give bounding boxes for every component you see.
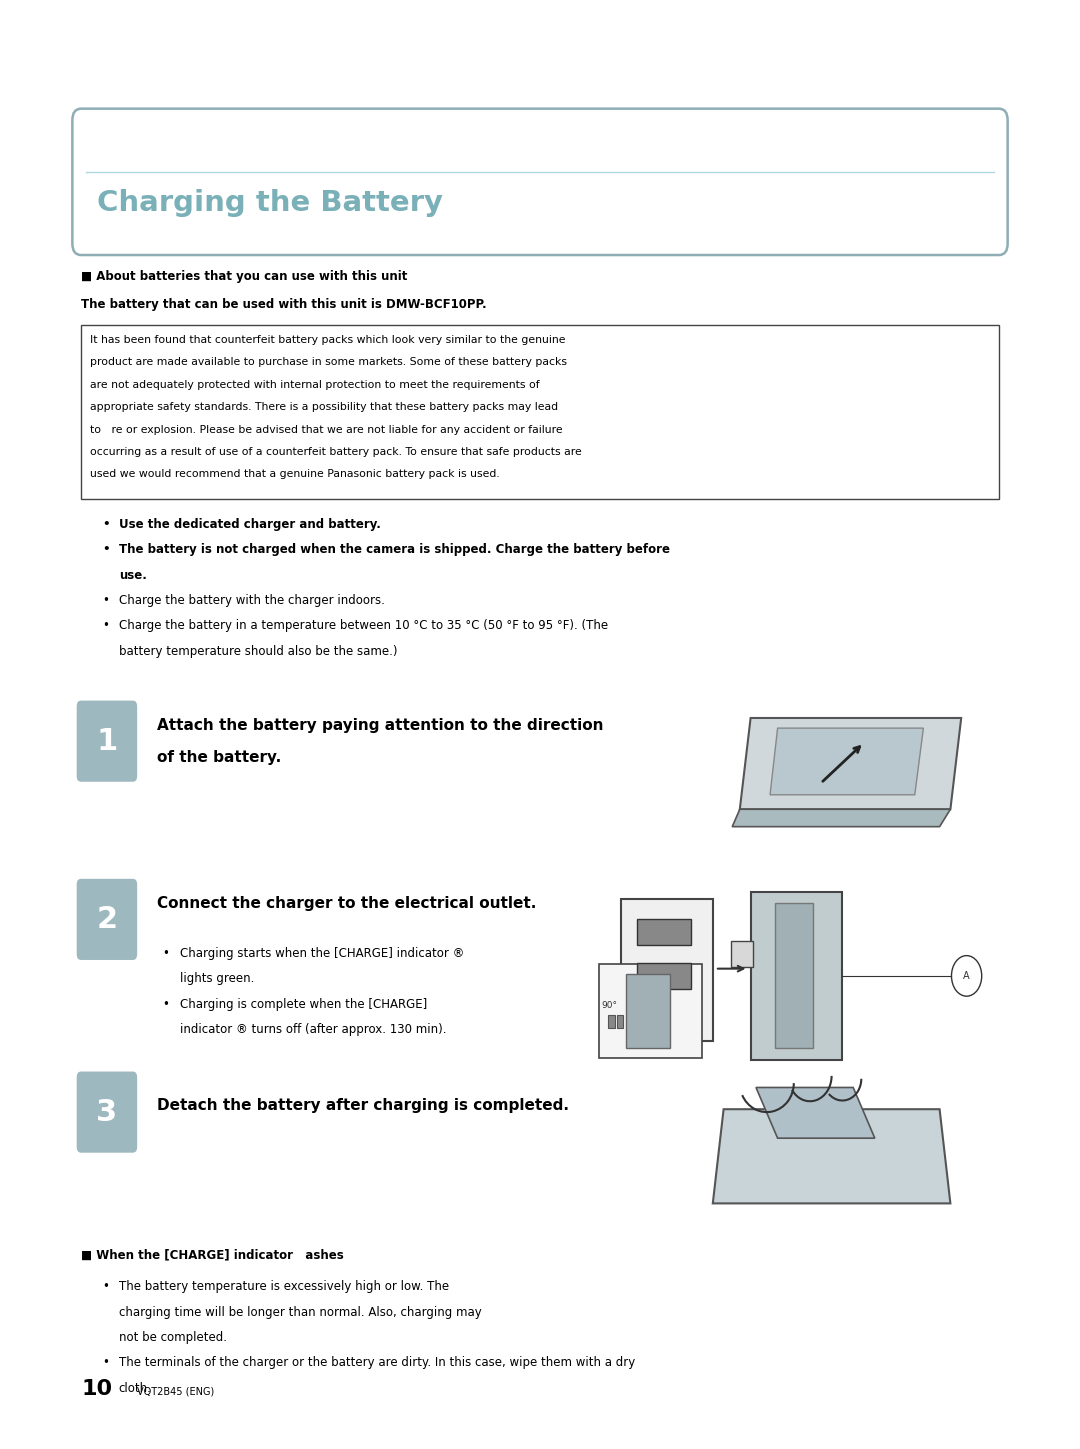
Text: battery temperature should also be the same.): battery temperature should also be the s…	[119, 645, 397, 658]
Text: ■ About batteries that you can use with this unit: ■ About batteries that you can use with …	[81, 270, 407, 283]
Text: Charge the battery with the charger indoors.: Charge the battery with the charger indo…	[119, 594, 384, 607]
Text: 90°: 90°	[602, 1001, 618, 1010]
Text: to   re or explosion. Please be advised that we are not liable for any accident : to re or explosion. Please be advised th…	[90, 425, 563, 435]
Text: used we would recommend that a genuine Panasonic battery pack is used.: used we would recommend that a genuine P…	[90, 469, 499, 480]
Text: A: A	[963, 971, 970, 981]
Bar	[621, 898, 713, 1040]
Bar	[81, 325, 999, 498]
Text: The battery is not charged when the camera is shipped. Charge the battery before: The battery is not charged when the came…	[119, 543, 670, 556]
Text: •: •	[162, 948, 168, 959]
FancyBboxPatch shape	[77, 1072, 137, 1153]
Text: 2: 2	[96, 904, 118, 935]
Text: Charging the Battery: Charging the Battery	[97, 190, 443, 217]
Bar	[626, 975, 670, 1049]
Text: It has been found that counterfeit battery packs which look very similar to the : It has been found that counterfeit batte…	[90, 335, 565, 345]
Text: occurring as a result of use of a counterfeit battery pack. To ensure that safe : occurring as a result of use of a counte…	[90, 446, 581, 456]
Text: •: •	[103, 1281, 109, 1293]
Text: •: •	[162, 997, 168, 1010]
Text: Charging starts when the [CHARGE] indicator ®: Charging starts when the [CHARGE] indica…	[180, 948, 464, 959]
Text: lights green.: lights green.	[180, 972, 255, 985]
Text: product are made available to purchase in some markets. Some of these battery pa: product are made available to purchase i…	[90, 356, 567, 367]
FancyBboxPatch shape	[77, 701, 137, 782]
Text: 10: 10	[81, 1379, 112, 1400]
Bar	[775, 904, 813, 1049]
Polygon shape	[756, 1087, 875, 1139]
Polygon shape	[713, 1110, 950, 1203]
Bar	[731, 942, 753, 968]
FancyBboxPatch shape	[77, 878, 137, 961]
Text: •: •	[103, 543, 110, 556]
Text: VQT2B45 (ENG): VQT2B45 (ENG)	[137, 1387, 215, 1397]
Polygon shape	[770, 729, 923, 796]
Text: are not adequately protected with internal protection to meet the requirements o: are not adequately protected with intern…	[90, 380, 539, 390]
Text: cloth.: cloth.	[119, 1382, 151, 1394]
Text: •: •	[103, 620, 109, 632]
Text: The battery temperature is excessively high or low. The: The battery temperature is excessively h…	[119, 1281, 449, 1293]
FancyBboxPatch shape	[72, 109, 1008, 255]
Text: 3: 3	[96, 1097, 118, 1127]
Text: Use the dedicated charger and battery.: Use the dedicated charger and battery.	[119, 517, 380, 530]
Text: Connect the charger to the electrical outlet.: Connect the charger to the electrical ou…	[157, 895, 536, 911]
Bar	[751, 891, 842, 1061]
Text: •: •	[103, 1356, 109, 1369]
Text: 1: 1	[96, 726, 118, 756]
Text: ■ When the [CHARGE] indicator   ashes: ■ When the [CHARGE] indicator ashes	[81, 1249, 343, 1261]
Text: of the battery.: of the battery.	[157, 751, 281, 765]
Bar	[637, 920, 691, 946]
Bar	[608, 1016, 615, 1029]
Text: Attach the battery paying attention to the direction: Attach the battery paying attention to t…	[157, 719, 603, 733]
Text: •: •	[103, 517, 110, 530]
Text: Charging is complete when the [CHARGE]: Charging is complete when the [CHARGE]	[180, 997, 428, 1010]
Text: Detach the battery after charging is completed.: Detach the battery after charging is com…	[157, 1098, 568, 1113]
Polygon shape	[740, 719, 961, 810]
Text: indicator ® turns off (after approx. 130 min).: indicator ® turns off (after approx. 130…	[180, 1023, 447, 1036]
Bar	[599, 965, 702, 1059]
Text: The terminals of the charger or the battery are dirty. In this case, wipe them w: The terminals of the charger or the batt…	[119, 1356, 635, 1369]
Bar	[637, 964, 691, 990]
Text: •: •	[103, 594, 109, 607]
Text: charging time will be longer than normal. Also, charging may: charging time will be longer than normal…	[119, 1306, 482, 1319]
Text: use.: use.	[119, 569, 147, 581]
Polygon shape	[732, 810, 950, 827]
Text: The battery that can be used with this unit is DMW-BCF10PP.: The battery that can be used with this u…	[81, 298, 487, 312]
Text: appropriate safety standards. There is a possibility that these battery packs ma: appropriate safety standards. There is a…	[90, 401, 557, 412]
Bar	[617, 1016, 623, 1029]
Text: Charge the battery in a temperature between 10 °C to 35 °C (50 °F to 95 °F). (Th: Charge the battery in a temperature betw…	[119, 620, 608, 632]
Text: not be completed.: not be completed.	[119, 1332, 227, 1343]
